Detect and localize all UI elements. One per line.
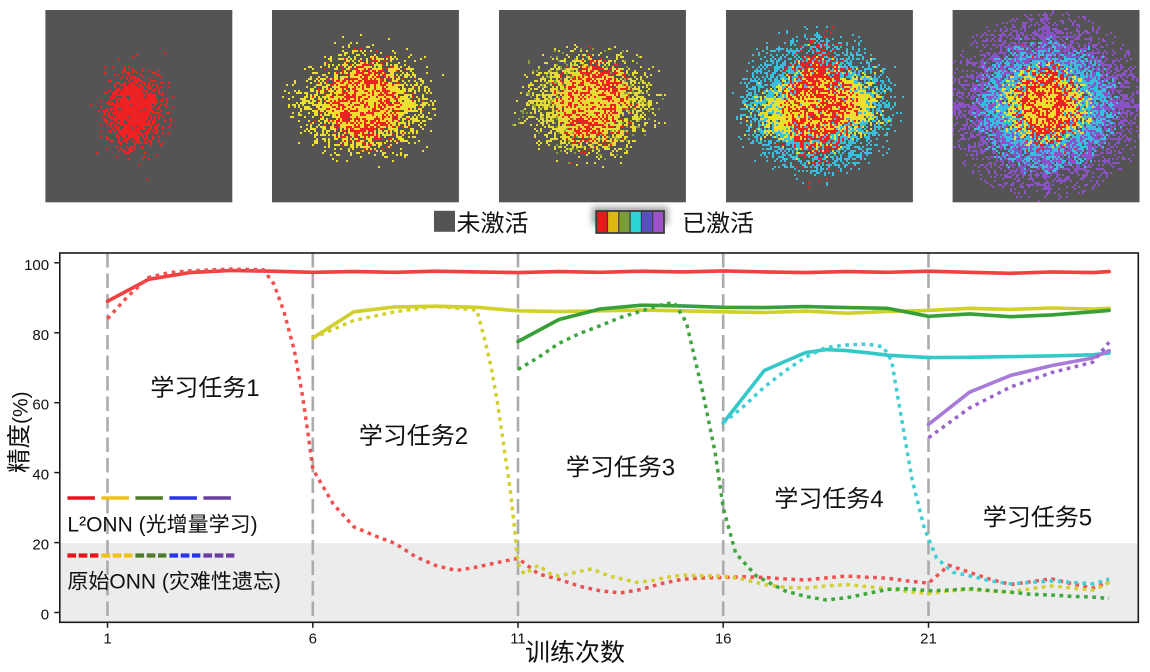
svg-text:5: 5 bbox=[1079, 505, 1092, 532]
svg-text:11: 11 bbox=[510, 630, 526, 647]
svg-text:80: 80 bbox=[32, 327, 49, 344]
svg-text:40: 40 bbox=[32, 467, 49, 484]
svg-text:1: 1 bbox=[246, 375, 259, 402]
svg-text:ONN (: ONN ( bbox=[86, 514, 146, 537]
svg-text:²: ² bbox=[79, 514, 86, 537]
svg-text:L: L bbox=[67, 514, 79, 537]
svg-text:21: 21 bbox=[920, 630, 937, 647]
svg-text:2: 2 bbox=[455, 423, 468, 450]
svg-text:16: 16 bbox=[715, 630, 732, 647]
svg-text:3: 3 bbox=[662, 455, 675, 482]
svg-text:(%): (%) bbox=[10, 391, 33, 424]
svg-text:4: 4 bbox=[870, 486, 883, 513]
svg-text:0: 0 bbox=[41, 607, 49, 624]
svg-text:1: 1 bbox=[103, 630, 111, 647]
svg-text:6: 6 bbox=[309, 630, 317, 647]
svg-text:60: 60 bbox=[32, 397, 49, 414]
svg-text:ONN (: ONN ( bbox=[109, 571, 168, 594]
svg-text:100: 100 bbox=[24, 257, 49, 274]
svg-text:): ) bbox=[274, 571, 281, 594]
svg-text:): ) bbox=[251, 514, 258, 537]
svg-text:20: 20 bbox=[32, 537, 49, 554]
